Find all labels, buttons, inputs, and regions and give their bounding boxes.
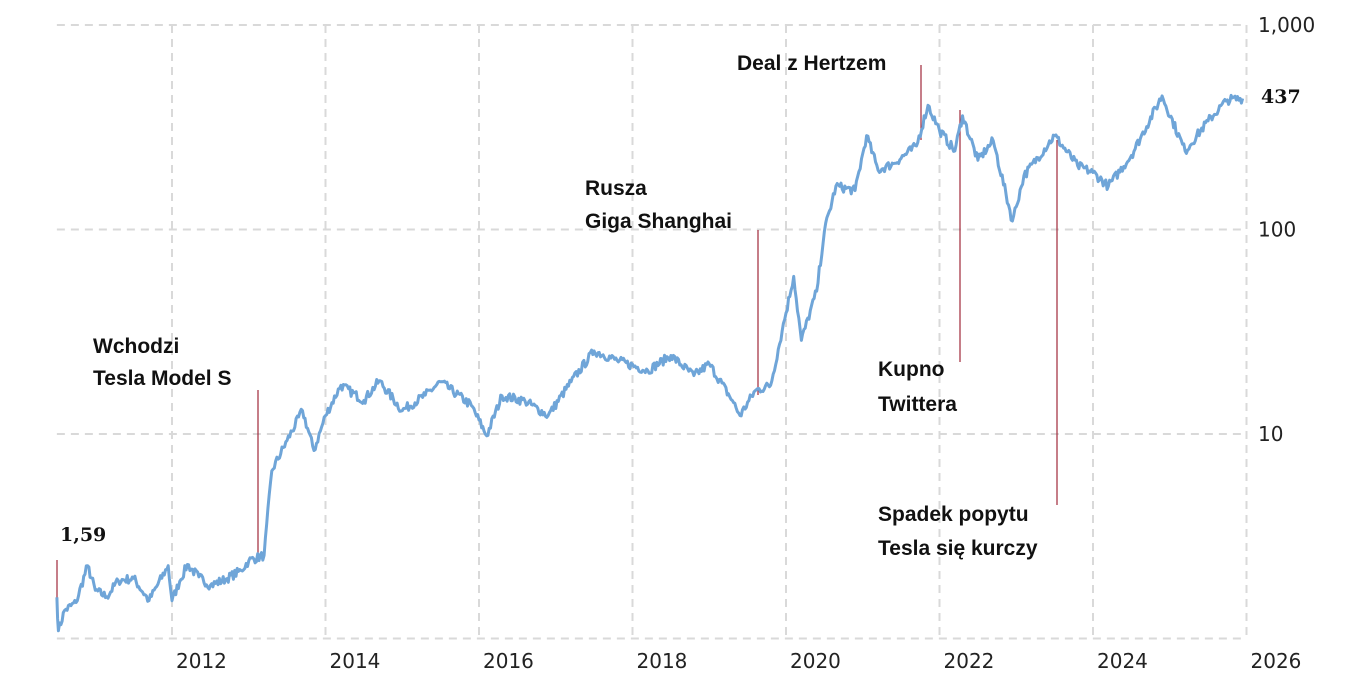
grid bbox=[56, 24, 1248, 640]
end-value-label: 437 bbox=[1261, 86, 1301, 108]
x-tick-label: 2016 bbox=[483, 649, 534, 673]
x-tick-label: 2018 bbox=[637, 649, 688, 673]
x-axis-ticks: 2012 2014 2016 2018 2020 2022 2024 2026 bbox=[176, 649, 1301, 673]
annotation-shanghai-2: Giga Shanghai bbox=[585, 210, 732, 233]
start-value-label: 1,59 bbox=[60, 524, 106, 546]
annotation-twitter-2: Twittera bbox=[878, 393, 957, 416]
annotation-lines bbox=[56, 65, 1058, 600]
annotation-demand-2: Tesla się kurczy bbox=[878, 537, 1038, 560]
annotation-shanghai-1: Rusza bbox=[585, 177, 647, 200]
price-line bbox=[55, 93, 1245, 633]
y-axis-ticks: 1,000 100 10 bbox=[1258, 13, 1315, 446]
y-tick-label: 1,000 bbox=[1258, 13, 1315, 37]
x-tick-label: 2012 bbox=[176, 649, 227, 673]
x-tick-label: 2024 bbox=[1097, 649, 1148, 673]
x-tick-label: 2020 bbox=[790, 649, 841, 673]
annotation-model-s-1: Wchodzi bbox=[93, 335, 179, 358]
x-tick-label: 2022 bbox=[944, 649, 995, 673]
y-tick-label: 10 bbox=[1258, 422, 1283, 446]
x-tick-label: 2014 bbox=[330, 649, 381, 673]
y-tick-label: 100 bbox=[1258, 218, 1296, 242]
annotation-twitter-1: Kupno bbox=[878, 358, 944, 381]
annotation-demand-1: Spadek popytu bbox=[878, 503, 1029, 526]
x-tick-label: 2026 bbox=[1251, 649, 1302, 673]
annotation-model-s-2: Tesla Model S bbox=[93, 367, 231, 390]
annotation-hertz: Deal z Hertzem bbox=[737, 52, 886, 75]
